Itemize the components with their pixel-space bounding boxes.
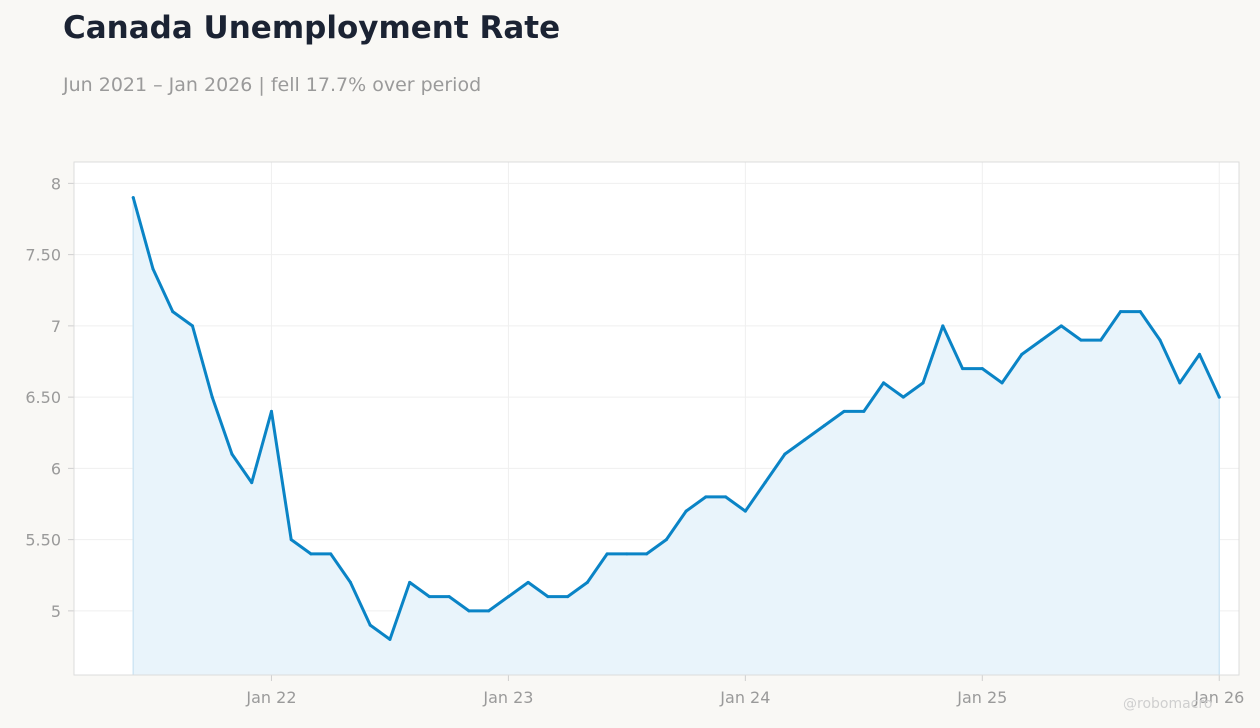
data-point	[901, 395, 905, 399]
data-point	[605, 552, 609, 556]
x-tick-label: Jan 26	[1193, 688, 1244, 707]
data-point	[822, 424, 826, 428]
data-point	[269, 409, 273, 413]
data-point	[171, 310, 175, 314]
data-point	[921, 381, 925, 385]
data-point	[862, 409, 866, 413]
data-point	[664, 538, 668, 542]
data-point	[941, 324, 945, 328]
data-point	[309, 552, 313, 556]
data-point	[763, 481, 767, 485]
y-tick-label: 7.50	[25, 246, 61, 265]
data-point	[131, 196, 135, 200]
x-axis: Jan 22 Jan 23 Jan 24 Jan 25 Jan 26	[245, 675, 1244, 707]
x-tick-label: Jan 23	[482, 688, 533, 707]
data-point	[1138, 310, 1142, 314]
data-point	[329, 552, 333, 556]
data-point	[447, 595, 451, 599]
data-point	[151, 267, 155, 271]
data-point	[684, 509, 688, 513]
data-point	[645, 552, 649, 556]
data-point	[190, 324, 194, 328]
data-point	[783, 452, 787, 456]
data-point	[1059, 324, 1063, 328]
y-tick-label: 7	[51, 317, 61, 336]
data-point	[427, 595, 431, 599]
data-point	[1158, 338, 1162, 342]
data-point	[882, 381, 886, 385]
data-point	[625, 552, 629, 556]
data-point	[210, 395, 214, 399]
y-tick-label: 8	[51, 174, 61, 193]
y-tick-label: 6.50	[25, 388, 61, 407]
data-point	[704, 495, 708, 499]
data-point	[1217, 395, 1221, 399]
data-point	[724, 495, 728, 499]
y-tick-label: 5	[51, 602, 61, 621]
series-line	[131, 196, 1221, 641]
data-point	[526, 580, 530, 584]
data-point	[803, 438, 807, 442]
data-point	[388, 637, 392, 641]
data-point	[289, 538, 293, 542]
series-area-fill	[133, 197, 1220, 675]
chart-title: Canada Unemployment Rate	[63, 10, 561, 46]
data-point	[348, 580, 352, 584]
data-point	[368, 623, 372, 627]
data-point	[1198, 352, 1202, 356]
data-point	[585, 580, 589, 584]
data-point	[1099, 338, 1103, 342]
x-tick-label: Jan 24	[719, 688, 770, 707]
data-point	[980, 367, 984, 371]
x-tick-label: Jan 25	[956, 688, 1007, 707]
y-tick-label: 5.50	[25, 531, 61, 550]
data-point	[1119, 310, 1123, 314]
y-tick-label: 6	[51, 459, 61, 478]
data-point	[1040, 338, 1044, 342]
data-point	[743, 509, 747, 513]
data-point	[230, 452, 234, 456]
data-point	[1020, 352, 1024, 356]
plot-frame	[73, 161, 1240, 676]
data-point	[961, 367, 965, 371]
data-point	[467, 609, 471, 613]
data-point	[506, 595, 510, 599]
data-point	[546, 595, 550, 599]
data-point	[487, 609, 491, 613]
data-point	[408, 580, 412, 584]
y-axis: 5 5.50 6 6.50 7 7.50 8	[25, 174, 74, 621]
x-tick-label: Jan 22	[245, 688, 296, 707]
data-point	[1178, 381, 1182, 385]
watermark: @robomacro	[1123, 696, 1213, 712]
data-point	[842, 409, 846, 413]
chart-subtitle: Jun 2021 – Jan 2026 | fell 17.7% over pe…	[63, 74, 482, 96]
data-point	[1079, 338, 1083, 342]
data-point	[250, 481, 254, 485]
data-point	[1000, 381, 1004, 385]
data-point	[566, 595, 570, 599]
series-points	[131, 196, 1221, 641]
